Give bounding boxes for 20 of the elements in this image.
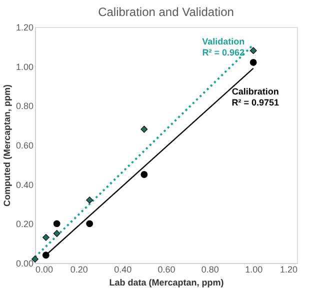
x-tick-label: 0.40 — [114, 264, 132, 274]
x-axis-title: Lab data (Mercaptan, ppm) — [109, 278, 224, 288]
x-tick-label: 1.20 — [280, 264, 298, 274]
series-label: Validation — [202, 36, 245, 47]
y-tick-label: 1.00 — [16, 62, 34, 72]
y-axis-title: Computed (Mercaptan, ppm) — [2, 84, 12, 207]
chart-title: Calibration and Validation — [98, 5, 234, 19]
y-tick-label: 0.40 — [16, 180, 34, 190]
y-tick-label: 0.20 — [16, 219, 34, 230]
x-tick-label: 0.20 — [70, 264, 88, 274]
y-tick-label: 1.20 — [16, 22, 34, 32]
text: Calibration — [232, 86, 279, 96]
x-tick-label: 0.60 — [158, 264, 176, 274]
annotation: R² = 0.962 — [202, 48, 244, 58]
x-tick-label: 0.80 — [201, 264, 219, 274]
annotation: R² = 0.9751 — [232, 97, 279, 108]
y-tick-label: 0.60 — [16, 140, 34, 150]
x-tick-label: 0.00 — [36, 264, 54, 274]
y-tick-label: 0.80 — [16, 101, 34, 112]
x-tick-label: 1.00 — [245, 264, 263, 274]
